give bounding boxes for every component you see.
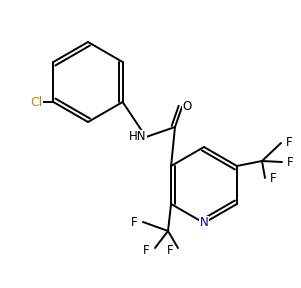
Text: HN: HN <box>129 130 147 143</box>
Text: F: F <box>166 243 173 257</box>
Text: N: N <box>200 217 208 230</box>
Text: F: F <box>131 215 138 228</box>
Text: Cl: Cl <box>30 96 42 109</box>
Text: F: F <box>287 156 293 168</box>
Text: F: F <box>286 137 293 149</box>
Text: F: F <box>270 171 277 185</box>
Text: F: F <box>143 243 150 257</box>
Text: O: O <box>182 99 192 113</box>
